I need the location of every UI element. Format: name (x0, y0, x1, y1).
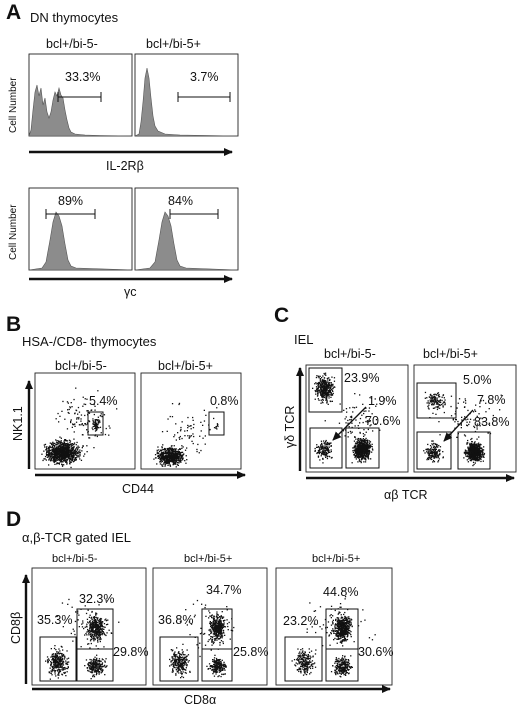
panel-letter-d: D (6, 508, 21, 531)
dot-cloud-b-1 (41, 387, 118, 469)
y-axis-label-a-2: Cell Number (8, 204, 19, 260)
histogram-frame-a-2-2 (134, 187, 239, 271)
gate-b-1 (87, 411, 104, 436)
panel-b-title: HSA-/CD8- thymocytes (22, 334, 157, 349)
y-axis-label-a-1: Cell Number (8, 77, 19, 133)
panel-d-condition-2: bcl+/bi-5+ (184, 553, 232, 565)
percentage-c-2-1: 5.0% (463, 373, 492, 387)
panel-c-title: IEL (294, 332, 314, 347)
dot-cloud-d-2 (169, 599, 235, 679)
arrow-c-2 (443, 409, 474, 442)
percentage-d-1-2: 35.3% (37, 613, 72, 627)
gate-c-1-dn (309, 427, 343, 469)
gate-d-1-a (39, 636, 77, 682)
gate-d-3-c (325, 648, 359, 682)
percentage-c-2-2: 7.8% (477, 393, 506, 407)
panel-d-title: α,β-TCR gated IEL (22, 530, 131, 545)
dot-cloud-b-2 (153, 402, 219, 468)
percentage-d-2-2: 36.8% (158, 613, 193, 627)
panel-a-title: DN thymocytes (30, 10, 119, 25)
histogram-a-1-2 (134, 67, 239, 137)
percentage-d-1-3: 29.8% (113, 645, 148, 659)
y-axis-label-b: NK1.1 (11, 406, 25, 441)
panel-b: B HSA-/CD8- thymocytes bcl+/bi-5- bcl+/b… (6, 313, 246, 496)
panel-a-condition-1: bcl+/bi-5- (46, 37, 98, 51)
percentage-d-1-1: 32.3% (79, 592, 114, 606)
gate-c-1-ab (345, 427, 380, 469)
x-axis-label-a-2: γc (124, 285, 137, 299)
percentage-b-2: 0.8% (210, 394, 239, 408)
percentage-a-1-2: 3.7% (190, 70, 219, 84)
panel-letter-b: B (6, 313, 21, 336)
percentage-d-2-3: 25.8% (233, 645, 268, 659)
panel-a: A DN thymocytes bcl+/bi-5- bcl+/bi-5+ 33… (6, 1, 239, 299)
gate-b-2 (208, 411, 225, 436)
percentage-a-1-1: 33.3% (65, 70, 100, 84)
histogram-a-2-1 (28, 211, 133, 271)
gate-c-2-gd (416, 382, 457, 419)
panel-c-condition-2: bcl+/bi-5+ (423, 347, 478, 361)
y-axis-label-c: γδ TCR (283, 406, 297, 448)
y-axis-label-d: CD8β (9, 612, 23, 644)
panel-letter-c: C (274, 304, 289, 327)
percentage-b-1: 5.4% (89, 394, 118, 408)
panel-a-condition-2: bcl+/bi-5+ (146, 37, 201, 51)
gate-d-3-a (284, 636, 323, 682)
percentage-a-2-1: 89% (58, 194, 83, 208)
percentage-a-2-2: 84% (168, 194, 193, 208)
gate-d-2-a (159, 636, 199, 682)
dot-cloud-c-2 (423, 391, 502, 467)
histogram-a-1-1 (28, 84, 133, 137)
gate-d-1-c (76, 648, 114, 682)
panel-c: C IEL bcl+/bi-5- bcl+/bi-5+ 23.9% 1.9% 7… (274, 304, 517, 502)
histogram-a-2-2 (134, 211, 239, 271)
panel-d: D α,β-TCR gated IEL bcl+/bi-5- bcl+/bi-5… (6, 508, 393, 706)
panel-letter-a: A (6, 1, 21, 24)
percentage-c-1-2: 1.9% (368, 394, 397, 408)
percentage-c-1-3: 70.6% (365, 414, 400, 428)
percentage-d-3-1: 44.8% (323, 585, 358, 599)
arrow-c-1 (332, 406, 367, 441)
percentage-d-3-3: 30.6% (358, 645, 393, 659)
percentage-d-3-2: 23.2% (283, 614, 318, 628)
dot-cloud-c-1 (312, 372, 386, 464)
panel-d-condition-1: bcl+/bi-5- (52, 553, 98, 565)
panel-c-condition-1: bcl+/bi-5- (324, 347, 376, 361)
panel-d-condition-3: bcl+/bi-5+ (312, 553, 360, 565)
x-axis-label-b: CD44 (122, 482, 154, 496)
x-axis-label-a-1: IL-2Rβ (106, 159, 144, 173)
gate-c-2-dn (416, 431, 452, 470)
x-axis-label-c: αβ TCR (384, 488, 428, 502)
panel-b-condition-2: bcl+/bi-5+ (158, 359, 213, 373)
percentage-c-1-1: 23.9% (344, 371, 379, 385)
x-axis-label-d: CD8α (184, 693, 216, 706)
gate-c-1-gd (308, 367, 343, 413)
gate-c-2-ab (457, 431, 491, 470)
panel-b-condition-1: bcl+/bi-5- (55, 359, 107, 373)
dot-cloud-d-1 (45, 598, 120, 680)
percentage-c-2-3: 83.8% (474, 415, 509, 429)
gate-d-2-c (201, 648, 233, 682)
percentage-d-2-1: 34.7% (206, 583, 241, 597)
dot-cloud-d-3 (291, 590, 376, 678)
